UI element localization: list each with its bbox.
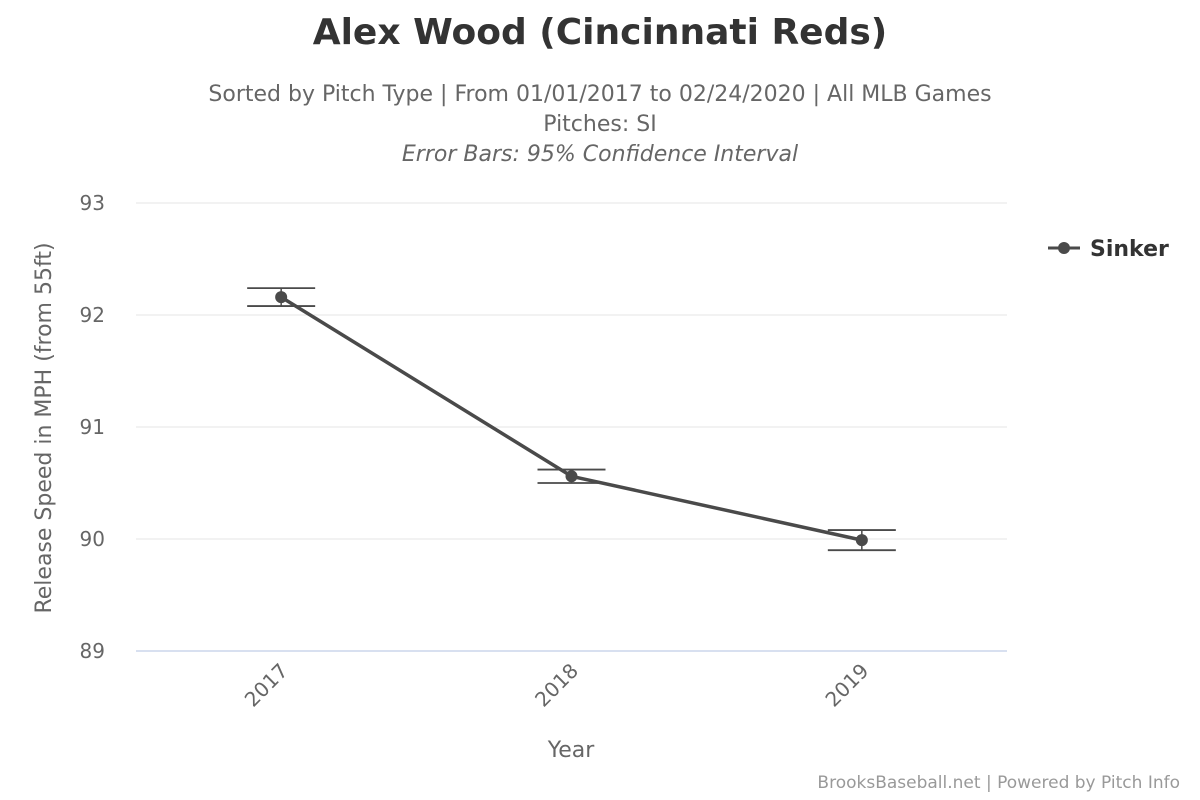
grid-lines bbox=[136, 202, 1007, 652]
data-point-2017[interactable] bbox=[275, 291, 288, 304]
legend-label-sinker[interactable]: Sinker bbox=[1090, 237, 1169, 262]
chart-subtitle: Sorted by Pitch Type | From 01/01/2017 t… bbox=[208, 82, 992, 107]
chart-subtitle-pitches: Pitches: SI bbox=[543, 112, 657, 137]
series-line-sinker bbox=[280, 295, 863, 542]
data-point-2019[interactable] bbox=[855, 534, 868, 547]
data-point-2018[interactable] bbox=[565, 470, 578, 483]
y-tick-label-92: 92 bbox=[80, 303, 105, 327]
y-axis-ticks: 89 90 91 92 93 bbox=[80, 191, 105, 663]
x-axis-ticks: 2017 2018 2019 bbox=[240, 659, 874, 712]
y-tick-label-93: 93 bbox=[80, 191, 105, 215]
x-tick-label-2019: 2019 bbox=[820, 659, 873, 712]
x-axis-title: Year bbox=[547, 738, 596, 763]
y-tick-label-91: 91 bbox=[80, 415, 105, 439]
y-axis-title: Release Speed in MPH (from 55ft) bbox=[32, 242, 57, 613]
chart-title: Alex Wood (Cincinnati Reds) bbox=[312, 12, 888, 53]
series-sinker[interactable] bbox=[247, 287, 896, 552]
legend-marker-sinker bbox=[1058, 242, 1070, 254]
credits-text[interactable]: BrooksBaseball.net | Powered by Pitch In… bbox=[817, 773, 1180, 793]
x-tick-label-2017: 2017 bbox=[240, 659, 293, 712]
y-tick-label-90: 90 bbox=[80, 527, 105, 551]
x-tick-label-2018: 2018 bbox=[530, 659, 583, 712]
y-tick-label-89: 89 bbox=[80, 639, 105, 663]
chart-subtitle-error-bars: Error Bars: 95% Confidence Interval bbox=[401, 142, 799, 167]
legend[interactable]: Sinker bbox=[1048, 237, 1169, 262]
